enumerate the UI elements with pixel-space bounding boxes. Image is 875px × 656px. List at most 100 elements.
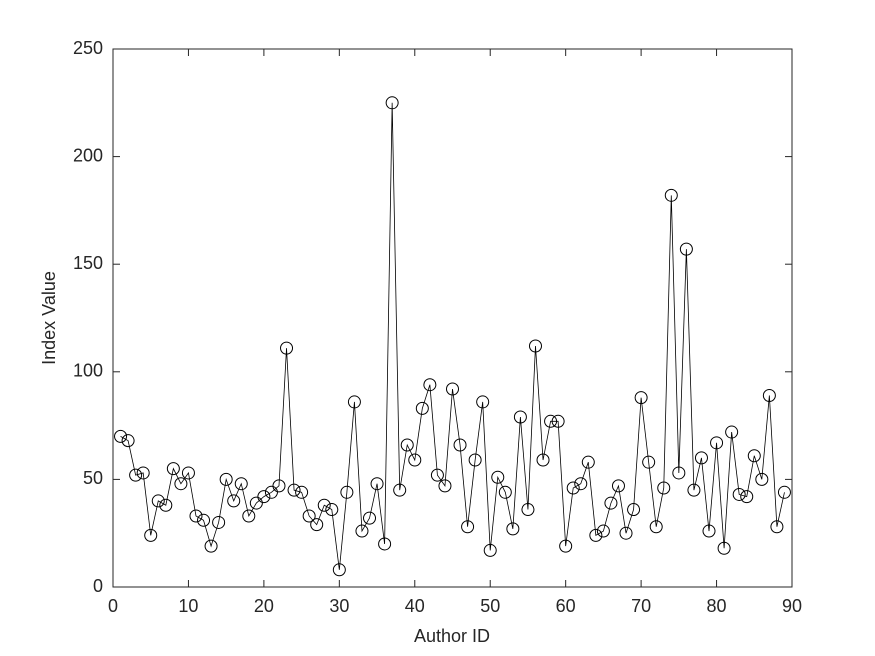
data-marker xyxy=(619,526,633,540)
data-marker xyxy=(257,490,271,504)
data-marker xyxy=(219,472,233,486)
y-tick-label: 50 xyxy=(83,468,103,488)
data-marker xyxy=(762,388,776,402)
data-marker xyxy=(732,487,746,501)
x-tick-label: 20 xyxy=(254,596,274,616)
data-line xyxy=(120,102,785,570)
data-marker xyxy=(483,543,497,557)
y-tick-label: 250 xyxy=(73,38,103,58)
data-marker xyxy=(408,453,422,467)
data-marker xyxy=(121,434,135,448)
data-marker xyxy=(649,520,663,534)
x-tick-label: 50 xyxy=(480,596,500,616)
data-marker xyxy=(393,483,407,497)
data-marker xyxy=(513,410,527,424)
data-marker xyxy=(581,455,595,469)
data-marker xyxy=(415,401,429,415)
x-tick-label: 0 xyxy=(108,596,118,616)
data-marker xyxy=(310,518,324,532)
data-marker xyxy=(574,477,588,491)
data-marker xyxy=(528,339,542,353)
y-tick-label: 0 xyxy=(93,576,103,596)
data-marker xyxy=(694,451,708,465)
data-marker xyxy=(325,503,339,517)
data-marker xyxy=(332,563,346,577)
data-marker xyxy=(710,436,724,450)
data-marker xyxy=(740,490,754,504)
y-axis-label: Index Value xyxy=(39,271,59,365)
data-marker xyxy=(355,524,369,538)
data-marker xyxy=(672,466,686,480)
data-marker xyxy=(551,414,565,428)
data-marker xyxy=(446,382,459,396)
data-marker xyxy=(378,537,392,551)
data-marker xyxy=(144,528,158,542)
data-marker xyxy=(174,477,188,491)
data-marker xyxy=(453,438,467,452)
data-marker xyxy=(197,513,211,527)
data-marker xyxy=(340,485,354,499)
x-tick-label: 80 xyxy=(707,596,727,616)
data-marker xyxy=(498,485,512,499)
data-marker xyxy=(272,479,286,493)
data-marker xyxy=(559,539,573,553)
x-tick-label: 10 xyxy=(178,596,198,616)
data-marker xyxy=(770,520,784,534)
data-marker xyxy=(679,242,693,256)
data-marker xyxy=(287,483,301,497)
x-tick-label: 60 xyxy=(556,596,576,616)
data-marker xyxy=(596,524,610,538)
data-marker xyxy=(136,466,150,480)
y-tick-label: 100 xyxy=(73,361,103,381)
y-tick-label: 150 xyxy=(73,253,103,273)
data-marker xyxy=(536,453,550,467)
data-marker xyxy=(363,511,377,525)
data-marker xyxy=(189,509,203,523)
data-marker xyxy=(430,468,444,482)
data-marker xyxy=(747,449,761,463)
x-tick-label: 90 xyxy=(782,596,802,616)
data-marker xyxy=(521,503,535,517)
data-marker xyxy=(280,341,294,355)
data-marker xyxy=(611,479,625,493)
data-marker xyxy=(717,541,731,555)
data-marker xyxy=(249,496,263,510)
data-marker xyxy=(627,503,641,517)
data-marker xyxy=(544,414,558,428)
data-marker xyxy=(242,509,256,523)
data-marker xyxy=(702,524,716,538)
data-marker xyxy=(438,479,452,493)
data-marker xyxy=(370,477,384,491)
data-marker xyxy=(347,395,361,409)
x-tick-label: 40 xyxy=(405,596,425,616)
data-marker xyxy=(385,96,399,110)
data-marker xyxy=(461,520,475,534)
data-marker xyxy=(657,481,671,495)
data-marker xyxy=(476,395,490,409)
data-marker xyxy=(423,378,437,392)
data-marker xyxy=(129,468,143,482)
data-marker xyxy=(302,509,316,523)
data-marker xyxy=(166,462,180,476)
data-marker xyxy=(227,494,241,508)
data-marker xyxy=(589,528,603,542)
data-marker xyxy=(264,485,278,499)
data-marker xyxy=(491,470,505,484)
data-marker xyxy=(755,472,769,486)
data-marker xyxy=(642,455,656,469)
data-marker xyxy=(295,485,309,499)
data-marker xyxy=(687,483,701,497)
data-marker xyxy=(725,425,739,439)
data-marker xyxy=(212,515,226,529)
data-marker xyxy=(566,481,580,495)
data-marker xyxy=(151,494,165,508)
data-marker xyxy=(204,539,218,553)
data-marker xyxy=(468,453,482,467)
data-marker xyxy=(777,485,791,499)
data-marker xyxy=(664,188,678,202)
data-marker xyxy=(317,498,331,512)
data-marker xyxy=(234,477,248,491)
data-marker xyxy=(159,498,173,512)
data-marker xyxy=(506,522,520,536)
